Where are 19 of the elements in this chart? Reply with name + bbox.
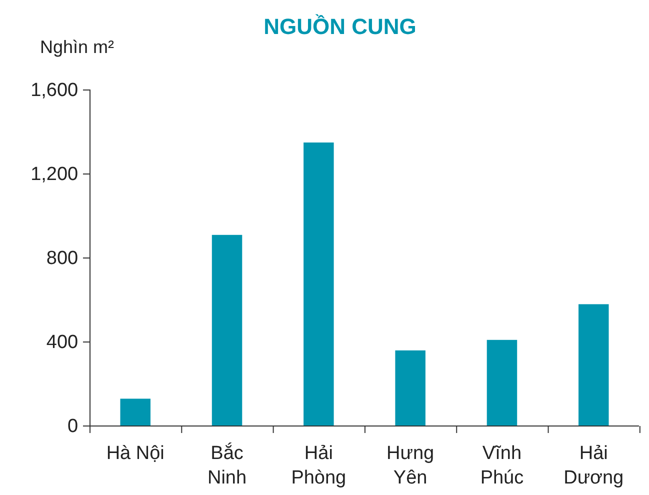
y-tick-label: 1,600: [30, 80, 78, 102]
bar: [120, 398, 150, 426]
x-tick-label: Bắc Ninh: [207, 442, 247, 489]
y-tick-label: 400: [46, 332, 78, 354]
x-tick-label: Hải Dương: [564, 443, 624, 489]
y-tick-label: 0: [68, 416, 78, 438]
bar: [212, 234, 242, 426]
bar: [304, 142, 334, 426]
x-tick-label: Hải Phòng: [291, 443, 346, 489]
bar: [578, 304, 609, 426]
bar: [395, 350, 426, 426]
x-tick-label: Vĩnh Phúc: [480, 443, 524, 489]
bar: [486, 340, 518, 426]
y-tick-label: 1,200: [30, 164, 78, 186]
x-tick-label: Hà Nội: [106, 443, 164, 464]
x-tick-label: Hưng Yên: [386, 443, 434, 489]
chart-title: NGUỒN CUNG: [264, 14, 416, 39]
y-axis-title: Nghìn m²: [40, 37, 114, 57]
y-tick-label: 800: [46, 248, 78, 270]
